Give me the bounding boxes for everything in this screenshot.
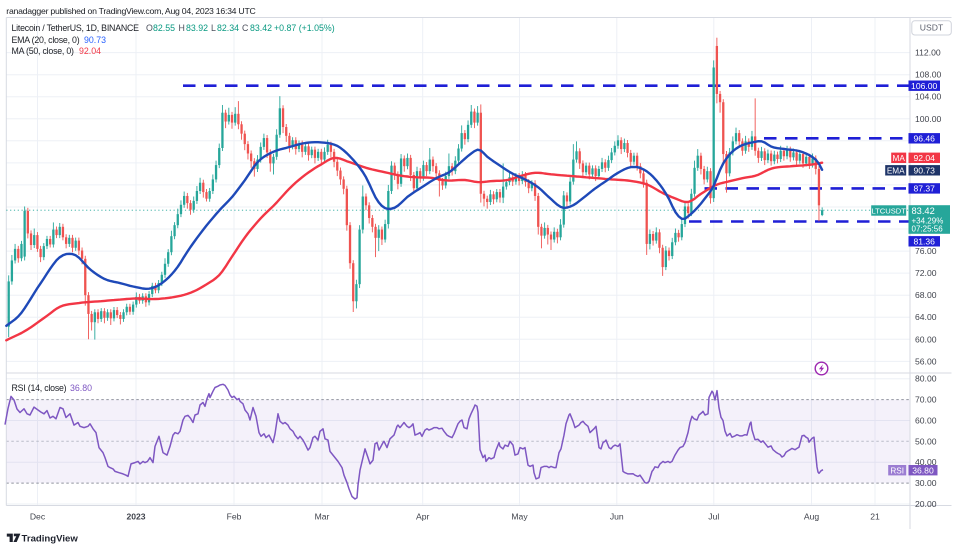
svg-text:Feb: Feb bbox=[227, 512, 242, 522]
svg-text:60.00: 60.00 bbox=[915, 416, 937, 426]
svg-text:Aug: Aug bbox=[804, 512, 820, 522]
svg-text:C: C bbox=[242, 23, 249, 33]
svg-text:RSI (14, close): RSI (14, close) bbox=[12, 383, 67, 393]
svg-text:ranadagger published on Tradin: ranadagger published on TradingView.com,… bbox=[6, 6, 255, 16]
svg-text:50.00: 50.00 bbox=[915, 436, 937, 446]
svg-text:Litecoin / TetherUS, 1D, BINAN: Litecoin / TetherUS, 1D, BINANCE bbox=[12, 23, 140, 33]
svg-text:36.80: 36.80 bbox=[70, 383, 92, 393]
svg-text:83.42: 83.42 bbox=[250, 23, 272, 33]
svg-text:92.04: 92.04 bbox=[913, 153, 935, 163]
svg-text:64.00: 64.00 bbox=[915, 312, 937, 322]
svg-text:Jul: Jul bbox=[708, 512, 719, 522]
svg-text:76.00: 76.00 bbox=[915, 246, 937, 256]
svg-text:21: 21 bbox=[870, 512, 880, 522]
svg-text:TradingView: TradingView bbox=[22, 533, 79, 544]
svg-text:81.36: 81.36 bbox=[913, 236, 935, 246]
svg-text:2023: 2023 bbox=[126, 512, 145, 522]
svg-text:+34.29%: +34.29% bbox=[912, 216, 944, 225]
svg-text:MA (50, close, 0): MA (50, close, 0) bbox=[12, 46, 75, 56]
svg-text:108.00: 108.00 bbox=[915, 70, 942, 80]
svg-text:90.73: 90.73 bbox=[84, 35, 106, 45]
svg-text:Dec: Dec bbox=[30, 512, 46, 522]
svg-text:82.55: 82.55 bbox=[153, 23, 175, 33]
svg-text:Jun: Jun bbox=[610, 512, 624, 522]
svg-text:100.00: 100.00 bbox=[915, 114, 942, 124]
svg-text:EMA (20, close, 0): EMA (20, close, 0) bbox=[12, 35, 80, 45]
svg-text:83.42: 83.42 bbox=[912, 206, 935, 216]
svg-text:112.00: 112.00 bbox=[915, 48, 941, 58]
svg-text:LTCUSDT: LTCUSDT bbox=[871, 207, 906, 216]
svg-text:68.00: 68.00 bbox=[915, 290, 937, 300]
svg-text:96.46: 96.46 bbox=[913, 133, 935, 143]
svg-text:O: O bbox=[146, 23, 153, 33]
svg-text:92.04: 92.04 bbox=[79, 46, 101, 56]
svg-text:USDT: USDT bbox=[920, 23, 944, 33]
svg-text:MA: MA bbox=[893, 154, 906, 163]
svg-text:+0.87 (+1.05%): +0.87 (+1.05%) bbox=[274, 23, 335, 33]
svg-text:07:25:56: 07:25:56 bbox=[912, 225, 944, 234]
svg-text:80.00: 80.00 bbox=[915, 374, 937, 384]
svg-text:36.80: 36.80 bbox=[912, 465, 934, 475]
svg-text:30.00: 30.00 bbox=[915, 478, 937, 488]
svg-text:Mar: Mar bbox=[315, 512, 330, 522]
svg-text:RSI: RSI bbox=[890, 466, 904, 475]
svg-text:60.00: 60.00 bbox=[915, 334, 937, 344]
svg-text:Apr: Apr bbox=[416, 512, 430, 522]
svg-text:87.37: 87.37 bbox=[913, 184, 935, 194]
svg-text:83.92: 83.92 bbox=[186, 23, 208, 33]
svg-text:72.00: 72.00 bbox=[915, 268, 937, 278]
svg-text:L: L bbox=[211, 23, 216, 33]
svg-text:70.00: 70.00 bbox=[915, 395, 937, 405]
svg-text:40.00: 40.00 bbox=[915, 457, 937, 467]
svg-text:56.00: 56.00 bbox=[915, 356, 937, 366]
svg-text:H: H bbox=[179, 23, 185, 33]
svg-text:20.00: 20.00 bbox=[915, 499, 937, 509]
svg-text:EMA: EMA bbox=[887, 166, 905, 175]
svg-text:104.00: 104.00 bbox=[915, 92, 942, 102]
svg-text:106.00: 106.00 bbox=[911, 81, 938, 91]
svg-text:82.34: 82.34 bbox=[217, 23, 239, 33]
svg-text:90.73: 90.73 bbox=[913, 165, 935, 175]
svg-text:May: May bbox=[511, 512, 528, 522]
